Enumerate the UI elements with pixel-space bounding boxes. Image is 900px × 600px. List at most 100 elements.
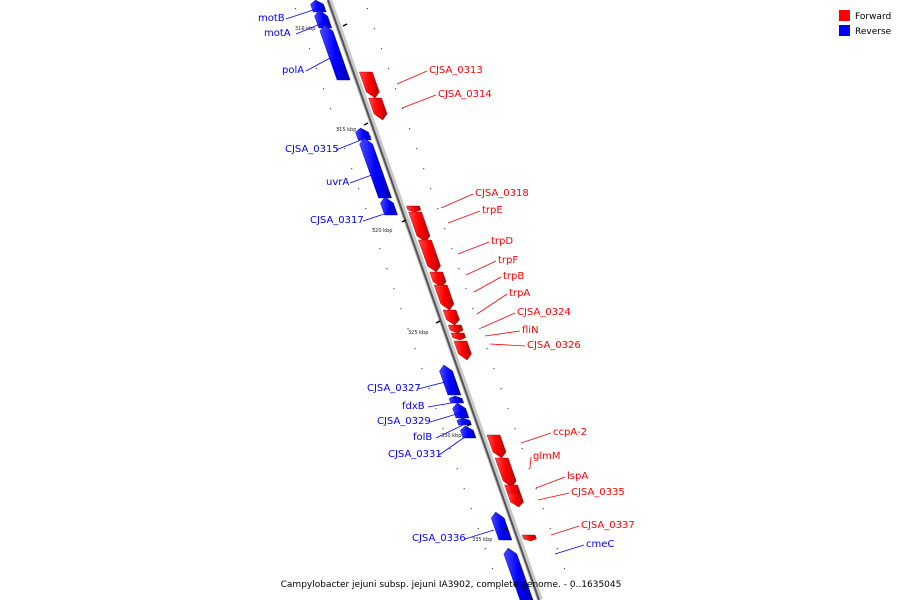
minor-tick-dot — [435, 408, 437, 410]
gene-label-motA[interactable]: motA — [264, 28, 291, 39]
backbone — [326, 0, 543, 600]
gene-label-trpA[interactable]: trpA — [509, 288, 530, 299]
tick-label: 315 kbp — [336, 127, 356, 133]
gene-block-glmM[interactable] — [494, 457, 517, 488]
gene-block-CJSA_0315[interactable] — [355, 127, 372, 141]
gene-label-CJSA_0336[interactable]: CJSA_0336 — [412, 533, 466, 544]
gene-block-CJSA_0337[interactable] — [521, 534, 537, 542]
legend-reverse-swatch — [839, 25, 850, 36]
gene-label-CJSA_0329[interactable]: CJSA_0329 — [377, 416, 431, 427]
minor-tick-dot — [500, 388, 502, 390]
minor-tick-dot — [486, 348, 488, 350]
minor-tick-dot — [387, 68, 390, 70]
minor-tick-dot — [470, 508, 472, 510]
gene-leader-CJSA_0329 — [429, 412, 461, 423]
gene-block-trpA[interactable] — [442, 309, 460, 326]
gene-block-CJSA_0331[interactable] — [460, 425, 477, 439]
gene-label-CJSA_0327[interactable]: CJSA_0327 — [367, 383, 421, 394]
minor-tick-dot — [400, 308, 402, 310]
minor-tick-dot — [437, 208, 439, 210]
gene-block-trpD[interactable] — [418, 239, 441, 273]
gene-label-trpF[interactable]: trpF — [498, 255, 518, 266]
gene-leader-ccpA-2 — [520, 432, 552, 444]
gene-leader-trpE — [447, 210, 481, 224]
gene-label-trpB[interactable]: trpB — [503, 271, 524, 282]
gene-leader-trpA — [476, 293, 508, 315]
gene-label-CJSA_0335[interactable]: CJSA_0335 — [571, 487, 625, 498]
gene-block-trpF[interactable] — [429, 271, 447, 288]
minor-tick-dot — [456, 468, 458, 470]
gene-label-cmeC[interactable]: cmeC — [586, 539, 614, 550]
gene-leader-trpF — [465, 260, 497, 276]
gene-leader-motB — [285, 6, 323, 20]
gene-label-trpE[interactable]: trpE — [482, 205, 503, 216]
gene-block-CJSA_0318[interactable] — [406, 205, 422, 213]
gene-label-fdxB[interactable]: fdxB — [402, 401, 425, 412]
legend-forward-label: Forward — [855, 12, 891, 22]
gene-leader-CJSA_0326 — [489, 343, 526, 347]
gene-label-lspA[interactable]: lspA — [567, 471, 588, 482]
minor-tick-dot — [344, 148, 346, 150]
gene-block-CJSA_0314[interactable] — [368, 97, 388, 121]
minor-tick-dot — [330, 108, 332, 110]
gene-leader-fdxB — [427, 401, 458, 408]
gene-block-CJSA_0327[interactable] — [439, 364, 462, 396]
minor-tick-dot — [430, 188, 432, 190]
gene-block-folB[interactable] — [456, 417, 472, 426]
minor-tick-dot — [479, 328, 481, 330]
gene-leader-CJSA_0314 — [401, 94, 437, 109]
minor-tick-dot — [402, 108, 404, 110]
gene-block-trpB[interactable] — [433, 284, 455, 311]
gene-block-CJSA_0313[interactable] — [359, 71, 380, 99]
gene-label-trpD[interactable]: trpD — [491, 236, 513, 247]
gene-block-fliN[interactable] — [450, 332, 466, 341]
gene-leader-cmeC — [554, 544, 585, 555]
gene-block-ccpA-2[interactable] — [486, 434, 507, 459]
minor-tick-dot — [351, 168, 353, 170]
gene-leader-CJSA_0324 — [480, 312, 516, 329]
gene-label-CJSA_0318[interactable]: CJSA_0318 — [475, 188, 529, 199]
gene-label-glmM[interactable]: glmM — [533, 451, 561, 462]
gene-label-fliN[interactable]: fliN — [522, 325, 539, 336]
gene-label-folB[interactable]: folB — [413, 432, 432, 443]
gene-label-CJSA_0324[interactable]: CJSA_0324 — [517, 307, 571, 318]
gene-block-CJSA_0324[interactable] — [448, 324, 464, 334]
gene-label-CJSA_0314[interactable]: CJSA_0314 — [438, 89, 492, 100]
gene-label-CJSA_0315[interactable]: CJSA_0315 — [285, 144, 339, 155]
gene-label-CJSA_0313[interactable]: CJSA_0313 — [429, 65, 483, 76]
gene-label-polA[interactable]: polA — [282, 65, 304, 76]
gene-block-trpE[interactable] — [408, 211, 431, 243]
minor-tick-dot — [493, 368, 495, 370]
gene-leader-CJSA_0337 — [550, 525, 580, 536]
gene-label-motB[interactable]: motB — [258, 13, 285, 24]
minor-tick-dot — [322, 88, 325, 90]
gene-leader-motA — [295, 21, 326, 35]
gene-label-CJSA_0337[interactable]: CJSA_0337 — [581, 520, 635, 531]
minor-tick-dot — [535, 488, 537, 490]
gene-leader-CJSA_0318 — [440, 193, 474, 209]
minor-tick-dot — [472, 308, 474, 310]
gene-block-CJSA_0335[interactable] — [507, 492, 524, 508]
gene-block-cmeC[interactable] — [503, 547, 534, 600]
gene-label-CJSA_0331[interactable]: CJSA_0331 — [388, 449, 442, 460]
minor-tick-dot — [449, 448, 451, 450]
gene-block-polA[interactable] — [319, 24, 351, 81]
gene-block-CJSA_0317[interactable] — [380, 196, 398, 216]
gene-label-CJSA_0326[interactable]: CJSA_0326 — [527, 340, 581, 351]
gene-block-CJSA_0336[interactable] — [490, 511, 513, 541]
gene-label-ccpA-2[interactable]: ccpA-2 — [553, 427, 587, 438]
minor-tick-dot — [498, 588, 500, 590]
gene-label-CJSA_0317[interactable]: CJSA_0317 — [310, 215, 364, 226]
minor-tick-dot — [570, 588, 572, 590]
gene-block-CJSA_0326[interactable] — [453, 340, 472, 361]
genome-caption: Campylobacter jejuni subsp. jejuni IA390… — [281, 580, 622, 590]
gene-block-CJSA_0329[interactable] — [452, 402, 470, 419]
tick-mark — [401, 219, 407, 223]
tick-label: 330 kbp — [441, 433, 461, 439]
tick-mark — [342, 23, 348, 27]
gene-label-uvrA[interactable]: uvrA — [326, 177, 349, 188]
minor-tick-dot — [416, 148, 418, 150]
scale-ticks: 310 kbp 315 kbp 320 kbp 325 kbp 330 kbp 335 k… — [295, 23, 508, 543]
gene-leader-CJSA_0335 — [537, 492, 570, 501]
minor-tick-dot — [556, 548, 558, 550]
